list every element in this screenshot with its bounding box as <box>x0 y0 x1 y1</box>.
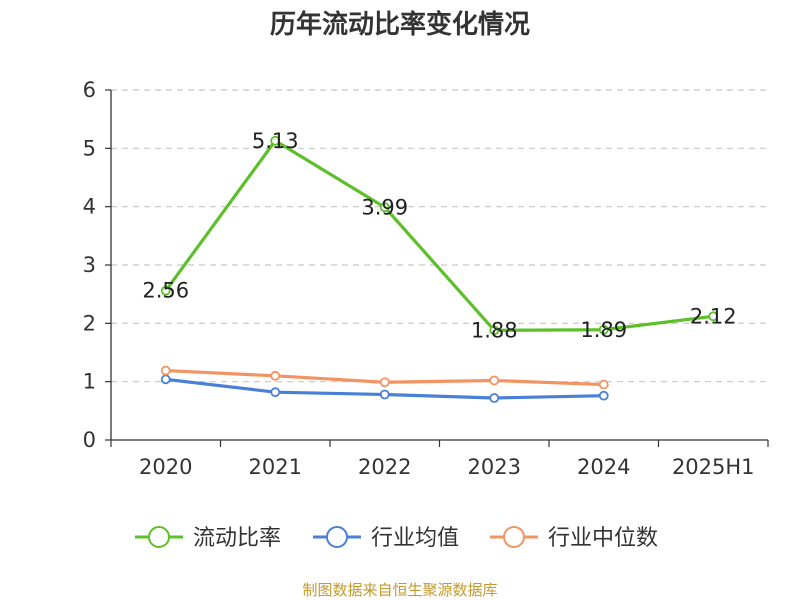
y-tick-label: 6 <box>83 78 96 102</box>
data-point <box>489 325 500 336</box>
data-point <box>160 285 171 296</box>
source-note: 制图数据来自恒生聚源数据库 <box>302 581 497 599</box>
y-tick-label: 5 <box>83 136 96 160</box>
legend-label: 行业中位数 <box>548 526 658 551</box>
data-label: 1.88 <box>471 318 518 342</box>
legend-label: 行业均值 <box>371 526 459 551</box>
legend-item-2: 行业中位数 <box>490 526 658 551</box>
x-tick-label: 2021 <box>249 455 302 479</box>
data-point <box>379 202 390 213</box>
series-1 <box>160 374 609 403</box>
data-point <box>160 365 171 376</box>
data-point <box>379 389 390 400</box>
x-tick-label: 2025H1 <box>672 455 755 479</box>
grid-lines <box>111 89 768 383</box>
data-point <box>489 393 500 403</box>
y-tick-label: 1 <box>83 370 96 394</box>
y-tick-label: 0 <box>83 428 96 452</box>
data-label: 2.56 <box>142 279 189 303</box>
x-tick-label: 2023 <box>468 455 521 479</box>
series-line <box>164 139 714 332</box>
series-0: 2.56 5.13 3.99 1.88 1.89 2.12 <box>142 129 736 343</box>
data-point <box>598 390 609 401</box>
data-point <box>270 135 281 146</box>
y-tick-label: 3 <box>83 253 96 277</box>
x-tick-label: 2024 <box>577 455 630 479</box>
series-2 <box>160 365 609 390</box>
data-point <box>598 379 609 390</box>
data-point <box>379 377 390 388</box>
data-point <box>708 311 719 322</box>
x-tick-label: 2022 <box>358 455 411 479</box>
legend-item-0: 流动比率 <box>135 526 281 551</box>
axes: 0 1 2 3 4 5 6 2020 2021 2022 2023 2024 2025H1 <box>83 78 769 479</box>
chart-title: 历年流动比率变化情况 <box>270 9 530 40</box>
legend-label: 流动比率 <box>193 526 281 551</box>
data-point <box>160 374 171 385</box>
data-label: 3.99 <box>361 195 408 219</box>
data-point <box>270 370 281 381</box>
data-label: 5.13 <box>252 129 299 153</box>
data-label: 1.89 <box>580 318 627 342</box>
legend-marker <box>503 526 525 548</box>
data-point <box>598 324 609 335</box>
legend-marker <box>326 526 348 548</box>
legend-item-1: 行业均值 <box>313 526 459 551</box>
x-tick-label: 2020 <box>139 455 192 479</box>
legend-marker <box>148 526 170 548</box>
legend: 流动比率 行业均值 行业中位数 <box>135 526 658 551</box>
data-label: 2.12 <box>690 304 737 328</box>
data-point <box>489 375 500 386</box>
series-group: 2.56 5.13 3.99 1.88 1.89 2.12 <box>142 129 737 403</box>
y-tick-label: 2 <box>83 311 96 335</box>
data-point <box>270 387 281 398</box>
y-tick-label: 4 <box>83 195 96 219</box>
